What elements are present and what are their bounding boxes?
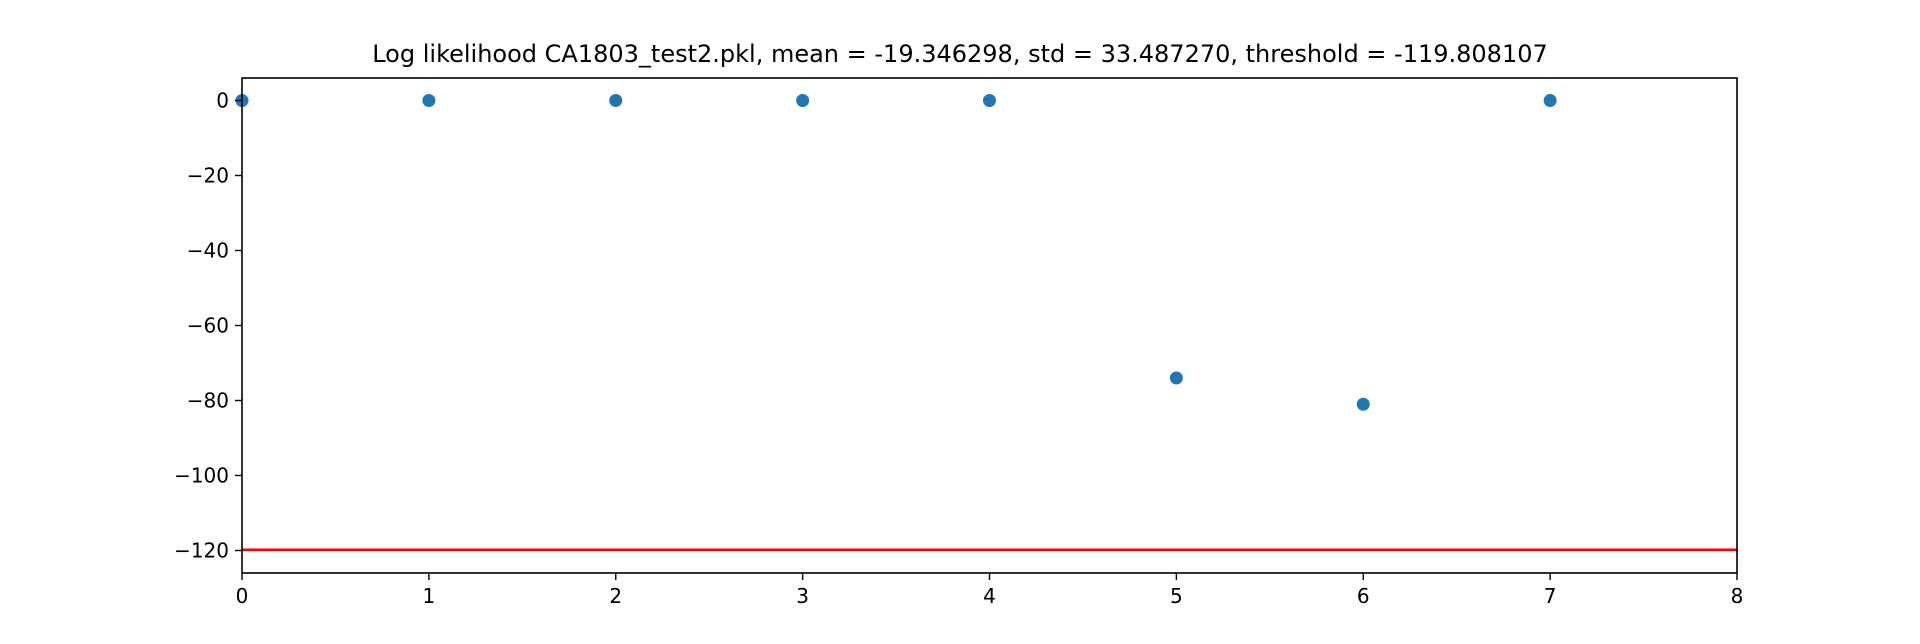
data-point	[1543, 94, 1557, 107]
y-tick-label: 0	[216, 89, 229, 113]
data-point	[796, 94, 810, 107]
y-tick-label: −40	[187, 239, 229, 263]
x-tick-label: 7	[1544, 584, 1557, 608]
y-tick-label: −80	[187, 389, 229, 413]
x-tick-label: 0	[236, 584, 249, 608]
chart-title: Log likelihood CA1803_test2.pkl, mean = …	[372, 40, 1548, 68]
x-tick-label: 6	[1357, 584, 1370, 608]
data-point	[983, 94, 996, 107]
y-axis: 0 −20 −40 −60 −80 −100 −120	[174, 89, 242, 563]
x-tick-label: 4	[983, 584, 996, 608]
x-tick-label: 8	[1731, 584, 1744, 608]
data-point	[1356, 397, 1370, 411]
y-tick-label: −20	[187, 164, 229, 188]
x-tick-label: 1	[423, 584, 436, 608]
data-point	[609, 94, 623, 107]
data-points	[235, 94, 1557, 411]
data-point	[422, 94, 436, 107]
y-tick-label: −100	[174, 464, 229, 488]
x-tick-label: 2	[609, 584, 622, 608]
y-tick-label: −60	[187, 314, 229, 338]
x-axis: 0 1 2 3 4 5 6 7 8	[236, 573, 1744, 608]
y-tick-label: −120	[174, 539, 229, 563]
plot-frame	[241, 77, 1738, 574]
x-tick-label: 5	[1170, 584, 1183, 608]
data-point	[1169, 371, 1183, 385]
x-tick-label: 3	[796, 584, 809, 608]
